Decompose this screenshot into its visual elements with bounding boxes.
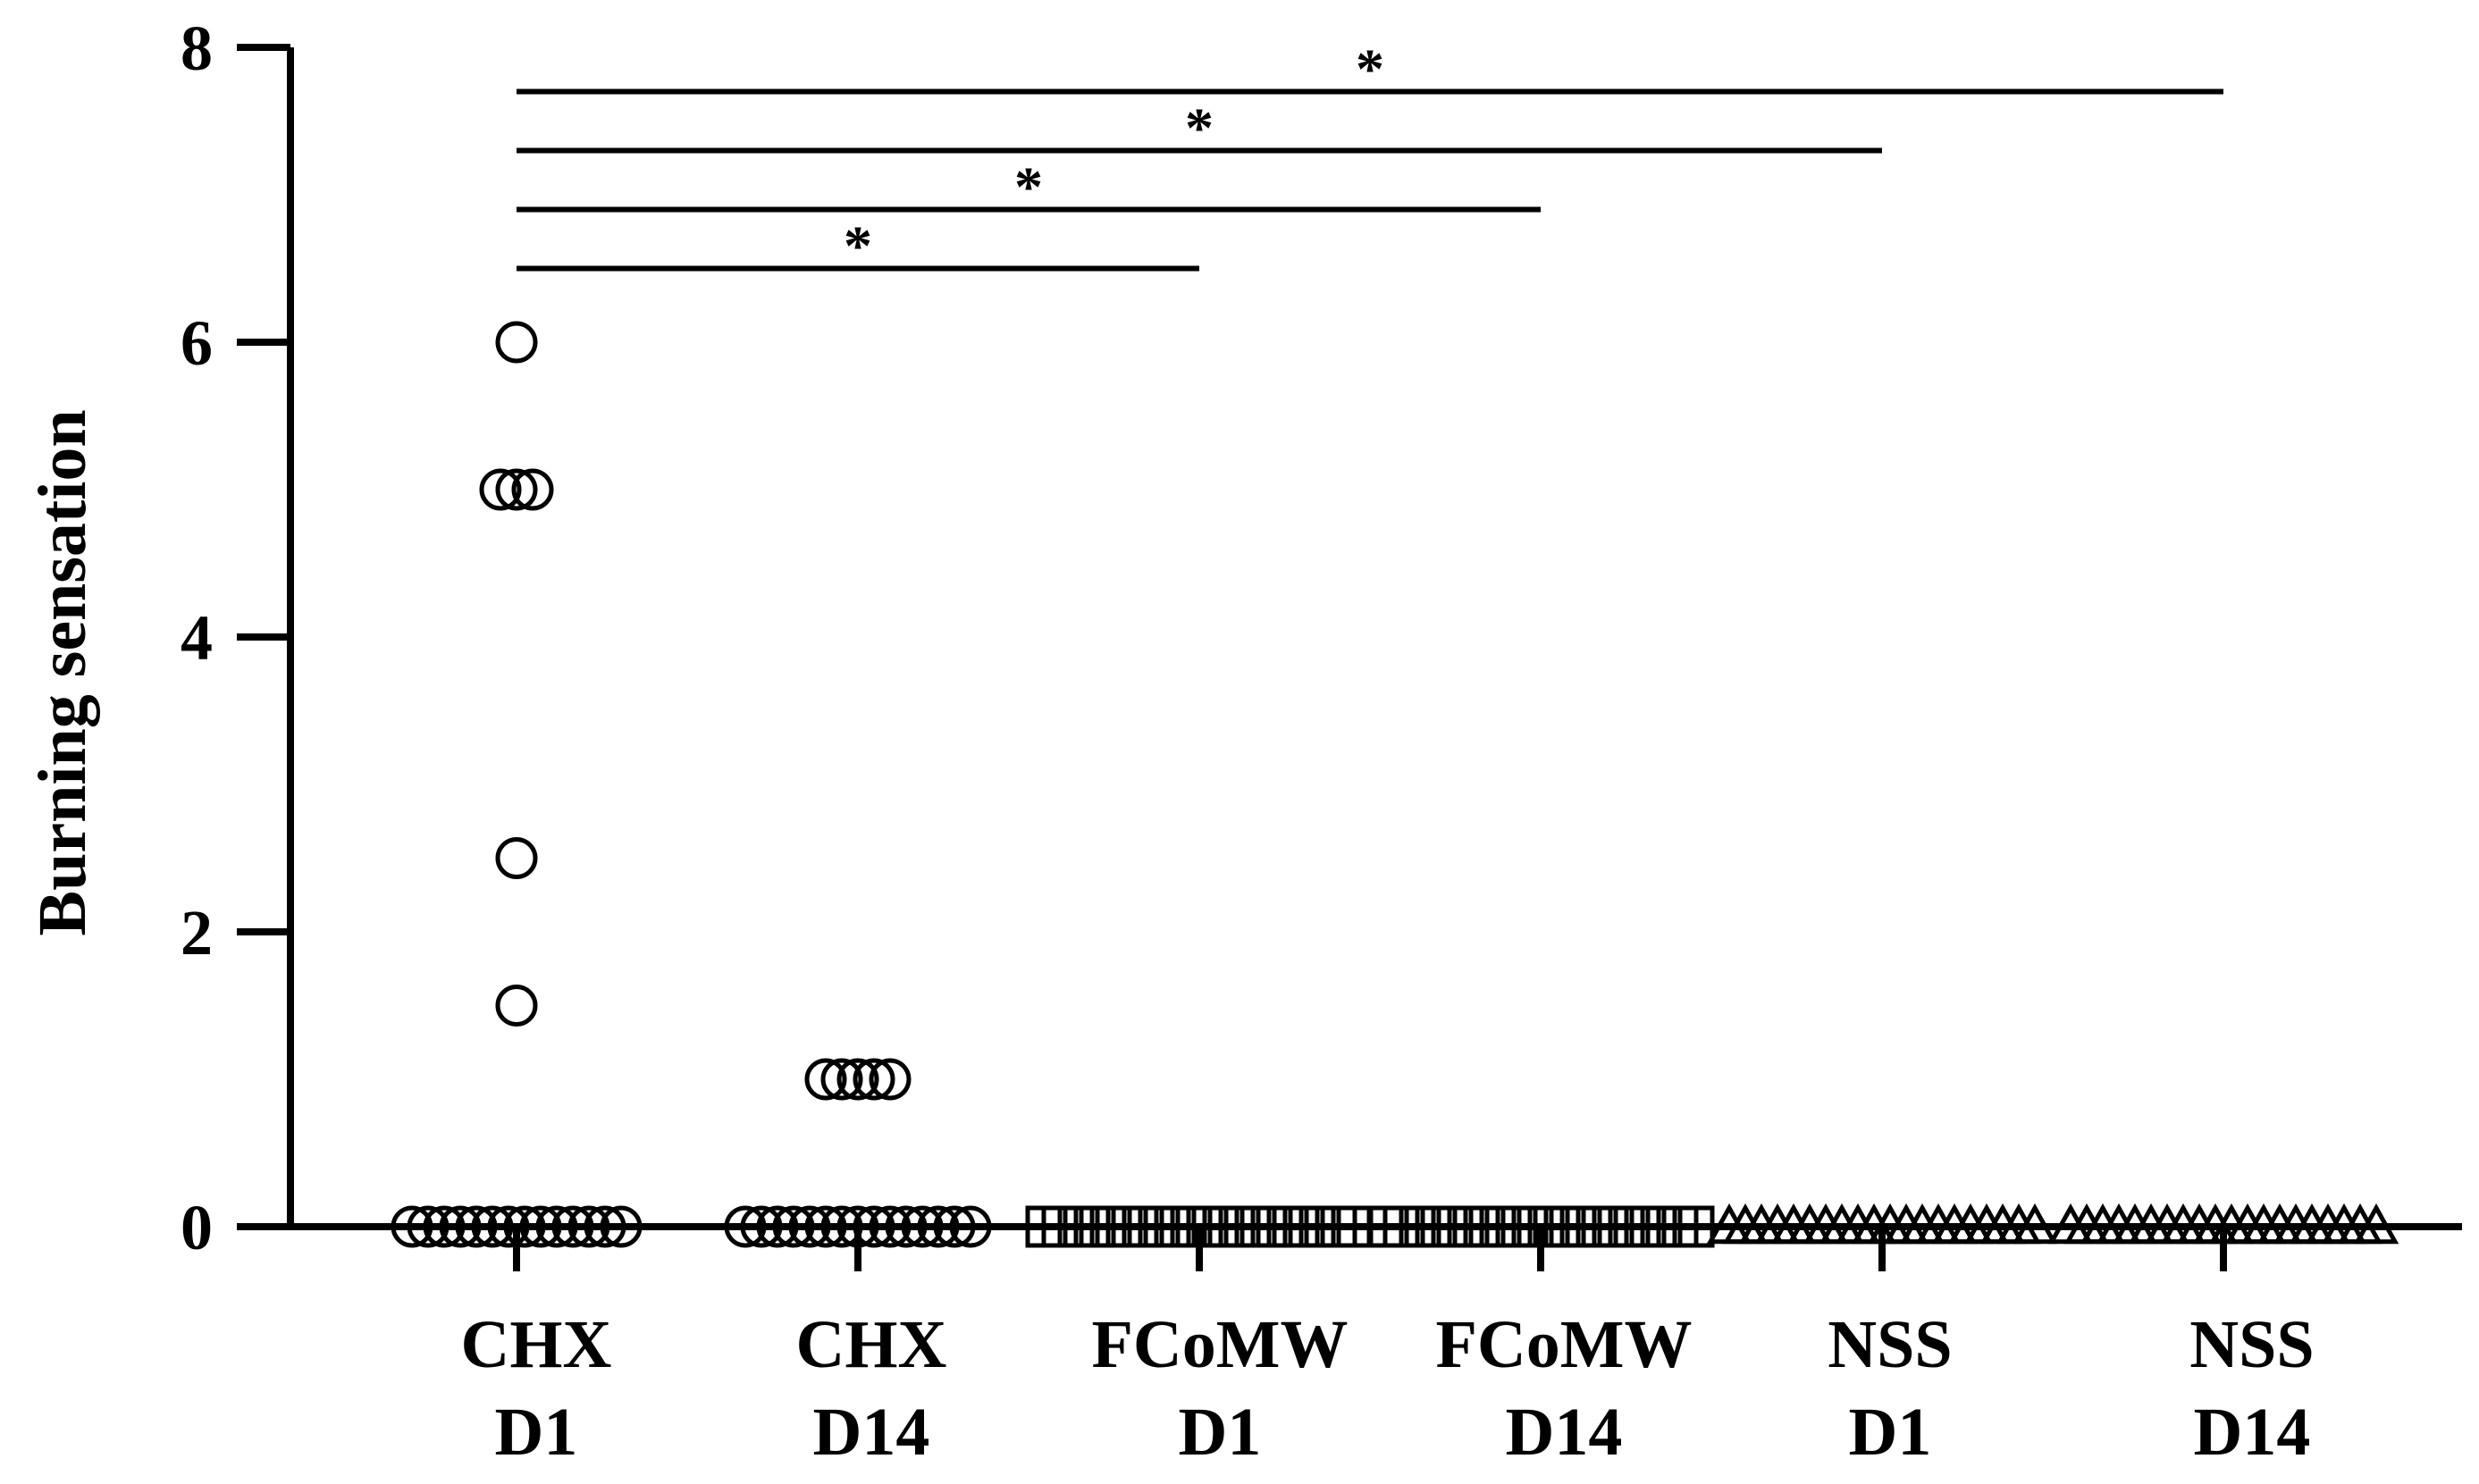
significance-brackets: * * * *: [517, 38, 2223, 278]
x-tick-label: D1: [495, 1395, 578, 1470]
data-point: [772, 1205, 815, 1248]
data-point: [487, 1205, 530, 1248]
x-tick-label: D14: [813, 1395, 930, 1470]
data-point: [1672, 1205, 1715, 1248]
x-tick-label: FCoMW: [1435, 1307, 1692, 1382]
data-point: [511, 468, 554, 511]
y-tick-label: 2: [181, 897, 213, 968]
axis-labels: 0 2 4 6 8 Burning sensation CHX D1 CHX D14 FCoMW D1…: [25, 13, 2315, 1470]
significance-star: *: [1185, 96, 1214, 160]
y-tick-label: 0: [181, 1192, 213, 1263]
data-point: [407, 1205, 450, 1248]
data-point: [836, 1205, 879, 1248]
x-tick-label: NSS: [1828, 1307, 1952, 1382]
data-point: [2012, 1203, 2058, 1245]
data-point: [836, 1058, 879, 1101]
data-point: [2353, 1203, 2399, 1245]
data-point: [804, 1205, 847, 1248]
x-tick-label: D14: [1506, 1395, 1623, 1470]
x-tick-label: FCoMW: [1091, 1307, 1348, 1382]
data-point: [519, 1205, 562, 1248]
data-point: [423, 1205, 466, 1248]
significance-star: *: [844, 214, 872, 278]
data-point: [471, 1205, 514, 1248]
data-point: [788, 1205, 831, 1248]
data-point: [853, 1205, 895, 1248]
x-tick-label: D14: [2194, 1395, 2311, 1470]
data-point: [869, 1205, 912, 1248]
data-point: [391, 1205, 433, 1248]
data-point: [495, 985, 538, 1027]
data-point: [503, 1205, 546, 1248]
data-point: [724, 1205, 767, 1248]
y-axis-title: Burning sensation: [25, 409, 100, 935]
data-point: [455, 1205, 498, 1248]
data-point: [495, 468, 538, 511]
data-point: [917, 1205, 960, 1248]
data-point: [551, 1205, 594, 1248]
data-point: [495, 837, 538, 879]
x-tick-label: NSS: [2189, 1307, 2314, 1382]
data-point: [901, 1205, 944, 1248]
y-tick-label: 4: [181, 602, 213, 674]
axes: [237, 44, 2462, 1271]
data-point: [584, 1205, 626, 1248]
data-point: [495, 321, 538, 364]
x-tick-label: D1: [1849, 1395, 1932, 1470]
significance-star: *: [1356, 38, 1384, 101]
data-point: [439, 1205, 482, 1248]
data-point: [479, 468, 522, 511]
y-tick-label: 6: [181, 307, 213, 379]
data-point: [756, 1205, 799, 1248]
data-point: [535, 1205, 578, 1248]
y-tick-label: 8: [181, 13, 213, 84]
data-point: [567, 1205, 610, 1248]
significance-star: *: [1014, 155, 1043, 219]
data-point: [740, 1205, 783, 1248]
data-point: [820, 1205, 863, 1248]
x-tick-label: CHX: [461, 1307, 612, 1382]
data-point: [853, 1058, 895, 1101]
data-point: [933, 1205, 976, 1248]
x-tick-label: CHX: [796, 1307, 947, 1382]
data-point: [600, 1205, 643, 1248]
data-point: [949, 1205, 992, 1248]
data-points: [391, 321, 2399, 1248]
data-point: [885, 1205, 928, 1248]
data-point: [804, 1058, 847, 1101]
x-tick-label: D1: [1179, 1395, 1262, 1470]
data-point: [869, 1058, 912, 1101]
data-point: [820, 1058, 863, 1101]
